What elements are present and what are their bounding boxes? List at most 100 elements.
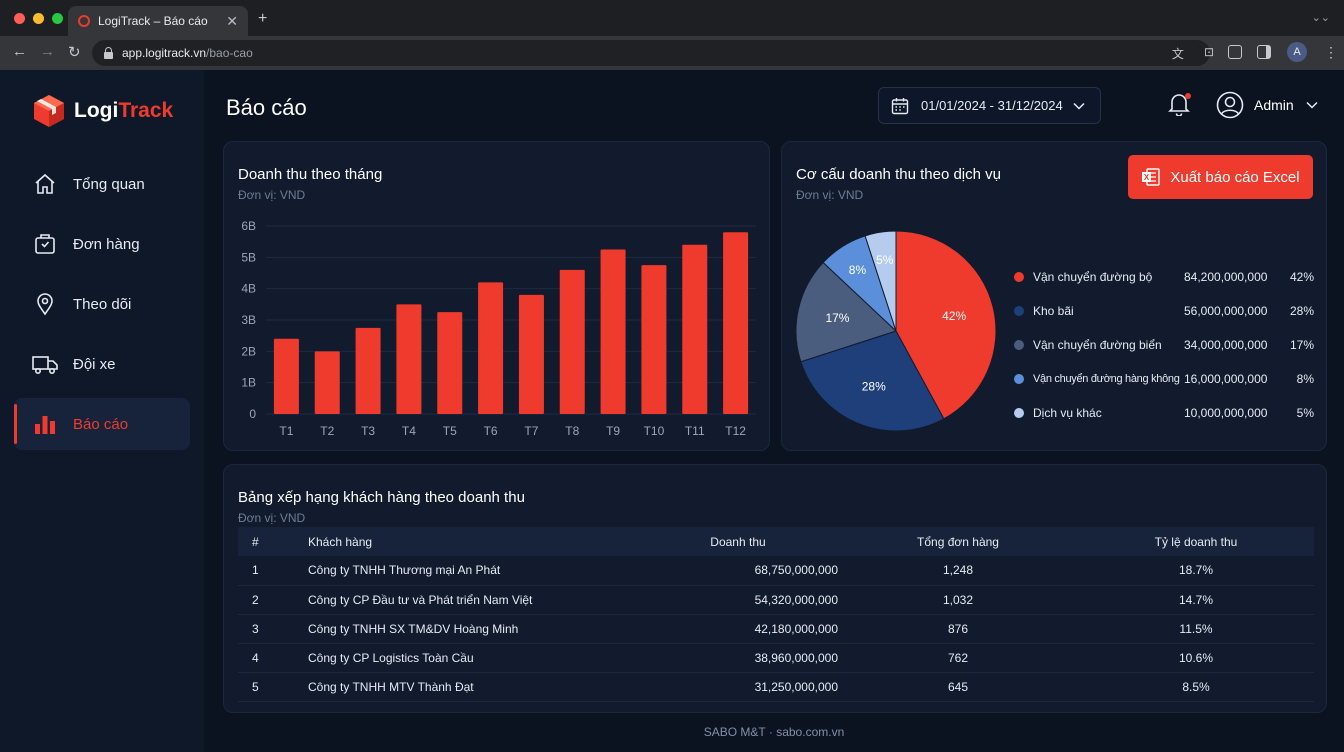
cell-customer: Công ty TNHH Thương mại An Phát bbox=[308, 556, 638, 586]
legend-item: Vận chuyển đường hàng không 16,000,000,00… bbox=[1014, 362, 1314, 396]
sidebar-toggle-icon[interactable] bbox=[1257, 45, 1271, 59]
pie-slice-label: 5% bbox=[876, 253, 894, 267]
logo[interactable]: LogiTrack bbox=[32, 94, 173, 128]
sidebar-item-orders[interactable]: Đơn hàng bbox=[14, 218, 190, 270]
legend-percent: 28% bbox=[1289, 304, 1314, 318]
x-tick-label: T5 bbox=[443, 424, 457, 438]
x-tick-label: T10 bbox=[644, 424, 665, 438]
y-tick-label: 6B bbox=[241, 219, 256, 233]
tab-bar: LogiTrack – Báo cáo ✕ + ⌄⌄ bbox=[0, 0, 1344, 36]
cell-orders: 762 bbox=[838, 643, 1078, 673]
reload-icon[interactable]: ↻ bbox=[68, 44, 81, 61]
sidebar-item-label: Đội xe bbox=[73, 355, 116, 373]
pie-slice-3 bbox=[795, 261, 897, 363]
url-field[interactable]: app.logitrack.vn/bao-cao bbox=[92, 40, 1210, 66]
legend-swatch bbox=[1014, 340, 1024, 350]
card-unit: Đơn vị: VND bbox=[238, 188, 306, 202]
cell-orders: 1,032 bbox=[838, 585, 1078, 615]
legend-item: Kho bãi 56,000,000,000 28% bbox=[1014, 294, 1314, 328]
legend-item: Vận chuyển đường bộ 84,200,000,000 42% bbox=[1014, 260, 1314, 294]
profile-avatar[interactable]: A bbox=[1287, 42, 1307, 62]
table-header-row: # Khách hàng Doanh thu Tổng đơn hàng Tỷ … bbox=[238, 527, 1314, 556]
table-row[interactable]: 5 Công ty TNHH MTV Thành Đạt 31,250,000,… bbox=[238, 672, 1314, 702]
sidebar-item-overview[interactable]: Tổng quan bbox=[14, 158, 190, 210]
column-header-rank[interactable]: # bbox=[252, 534, 259, 549]
legend-value: 84,200,000,000 bbox=[1184, 270, 1268, 284]
column-header-orders[interactable]: Tổng đơn hàng bbox=[917, 534, 999, 549]
date-range-picker[interactable]: 01/01/2024 - 31/12/2024 bbox=[878, 87, 1101, 124]
x-tick-label: T4 bbox=[402, 424, 416, 438]
sidebar-item-reports[interactable]: Báo cáo bbox=[14, 398, 190, 450]
x-tick-label: T7 bbox=[524, 424, 538, 438]
translate-icon[interactable]: 文 bbox=[1171, 47, 1184, 61]
x-tick-label: T6 bbox=[484, 424, 498, 438]
legend-swatch bbox=[1014, 272, 1024, 282]
user-menu[interactable]: Admin bbox=[1216, 91, 1318, 119]
svg-text:X: X bbox=[1144, 173, 1150, 182]
cell-customer: Công ty TNHH MTV Thành Đạt bbox=[308, 672, 638, 702]
browser-tab[interactable]: LogiTrack – Báo cáo ✕ bbox=[68, 6, 248, 36]
sidebar-item-fleet[interactable]: Đội xe bbox=[14, 338, 190, 390]
x-tick-label: T2 bbox=[320, 424, 334, 438]
cell-rank: 2 bbox=[238, 585, 308, 615]
excel-icon: X bbox=[1142, 168, 1161, 186]
export-excel-button[interactable]: X Xuất báo cáo Excel bbox=[1128, 155, 1313, 199]
customer-ranking-table: # Khách hàng Doanh thu Tổng đơn hàng Tỷ … bbox=[238, 527, 1314, 702]
page-title: Báo cáo bbox=[226, 95, 307, 120]
back-icon[interactable]: ← bbox=[12, 43, 27, 60]
monthly-revenue-chart: 0 1B 2B 3B 4B 5B 6B T1 T2 T3 T4 T5 T6 T7 T8 T9 T10 T11 T12 bbox=[241, 219, 756, 438]
legend-value: 56,000,000,000 bbox=[1184, 304, 1268, 318]
monthly-revenue-card: Doanh thu theo tháng Đơn vị: VND 0 1B 2B 3B… bbox=[223, 141, 770, 451]
export-button-label: Xuất báo cáo Excel bbox=[1170, 168, 1300, 186]
forward-icon[interactable]: → bbox=[40, 43, 55, 60]
cell-ratio: 10.6% bbox=[1078, 643, 1314, 673]
card-unit: Đơn vị: VND bbox=[238, 511, 306, 525]
cell-rank: 1 bbox=[238, 556, 308, 586]
table-row[interactable]: 4 Công ty CP Logistics Toàn Cầu 38,960,0… bbox=[238, 643, 1314, 673]
service-mix-card: Cơ cấu doanh thu theo dịch vụ Đơn vị: VN… bbox=[781, 141, 1327, 451]
bar-T11 bbox=[682, 244, 708, 414]
map-pin-icon bbox=[32, 291, 58, 317]
package-icon bbox=[32, 231, 58, 257]
card-unit: Đơn vị: VND bbox=[796, 188, 864, 202]
tab-search-icon[interactable]: ⌄⌄ bbox=[1311, 12, 1330, 24]
cell-orders: 645 bbox=[838, 672, 1078, 702]
browser-menu-icon[interactable]: ⋮ bbox=[1324, 44, 1338, 60]
main-content: Báo cáo 01/01/2024 - 31/12/2024 Admin Do… bbox=[204, 70, 1344, 752]
cell-revenue: 38,960,000,000 bbox=[638, 643, 838, 673]
column-header-revenue[interactable]: Doanh thu bbox=[710, 534, 766, 549]
legend-value: 10,000,000,000 bbox=[1184, 406, 1268, 420]
cell-customer: Công ty CP Logistics Toàn Cầu bbox=[308, 643, 638, 673]
address-bar-row: ← → ↻ app.logitrack.vn/bao-cao 文 ⊡ A ⋮ bbox=[0, 36, 1344, 70]
notification-button[interactable] bbox=[1168, 92, 1191, 121]
favicon-icon bbox=[78, 15, 90, 27]
y-tick-label: 0 bbox=[249, 407, 256, 421]
x-tick-label: T9 bbox=[606, 424, 620, 438]
legend-label: Dịch vụ khác bbox=[1033, 406, 1102, 420]
tab-close-icon[interactable]: ✕ bbox=[226, 12, 238, 29]
bar-T12 bbox=[723, 232, 749, 414]
column-header-customer[interactable]: Khách hàng bbox=[308, 534, 373, 549]
legend-label: Kho bãi bbox=[1033, 304, 1074, 318]
table-row[interactable]: 2 Công ty CP Đầu tư và Phát triển Nam Vi… bbox=[238, 585, 1314, 615]
install-app-icon[interactable]: ⊡ bbox=[1203, 45, 1214, 59]
cell-ratio: 14.7% bbox=[1078, 585, 1314, 615]
extensions-icon[interactable] bbox=[1228, 45, 1242, 59]
table-row[interactable]: 3 Công ty TNHH SX TM&DV Hoàng Minh 42,18… bbox=[238, 614, 1314, 644]
pie-legend: Vận chuyển đường bộ 84,200,000,000 42% Kho … bbox=[1014, 260, 1314, 430]
legend-label: Vận chuyển đường hàng không bbox=[1033, 373, 1180, 385]
chevron-down-icon bbox=[1073, 102, 1085, 110]
date-range-value: 01/01/2024 - 31/12/2024 bbox=[921, 98, 1063, 113]
maximize-window-button[interactable] bbox=[52, 13, 63, 24]
minimize-window-button[interactable] bbox=[33, 13, 44, 24]
y-tick-label: 4B bbox=[241, 282, 256, 296]
sidebar-item-tracking[interactable]: Theo dõi bbox=[14, 278, 190, 330]
cell-orders: 1,248 bbox=[838, 556, 1078, 586]
x-tick-label: T8 bbox=[565, 424, 579, 438]
cell-customer: Công ty CP Đầu tư và Phát triển Nam Việt bbox=[308, 585, 638, 615]
table-row[interactable]: 1 Công ty TNHH Thương mại An Phát 68,750… bbox=[238, 556, 1314, 586]
brand-name: LogiTrack bbox=[74, 99, 173, 123]
close-window-button[interactable] bbox=[14, 13, 25, 24]
new-tab-icon[interactable]: + bbox=[258, 10, 268, 27]
column-header-ratio[interactable]: Tỷ lệ doanh thu bbox=[1154, 534, 1238, 549]
